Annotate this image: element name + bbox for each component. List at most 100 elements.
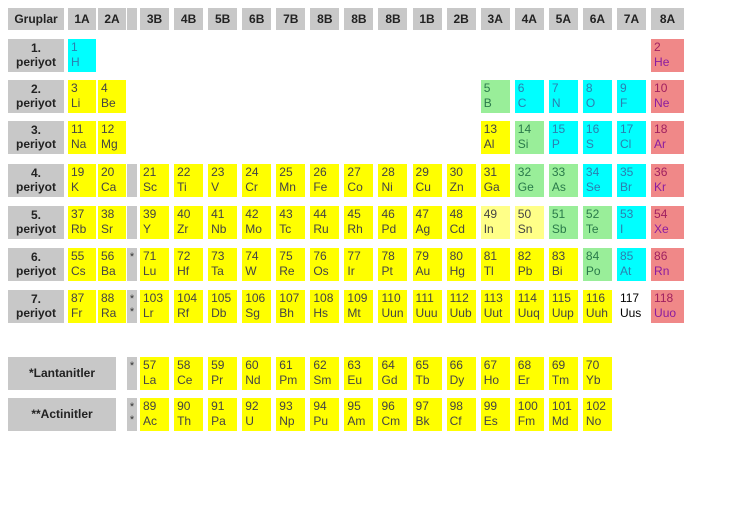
element-cell-At[interactable]: 85 At [616, 248, 646, 281]
element-cell-Te[interactable]: 52 Te [582, 206, 612, 239]
element-cell-Ar[interactable]: 18 Ar [651, 121, 685, 154]
element-cell-Pt[interactable]: 78 Pt [378, 248, 408, 281]
element-cell-Be[interactable]: 4 Be [98, 80, 126, 113]
element-cell-Uuh[interactable]: 116 Uuh [582, 290, 612, 323]
element-cell-Rh[interactable]: 45 Rh [344, 206, 374, 239]
element-cell-Ge[interactable]: 32 Ge [514, 164, 544, 197]
element-cell-Sc[interactable]: 21 Sc [140, 164, 169, 197]
element-cell-Er[interactable]: 68 Er [514, 357, 544, 390]
element-cell-Sg[interactable]: 106 Sg [242, 290, 272, 323]
element-cell-Ag[interactable]: 47 Ag [412, 206, 442, 239]
element-cell-Ce[interactable]: 58 Ce [174, 357, 204, 390]
element-cell-Si[interactable]: 14 Si [514, 121, 544, 154]
element-cell-Tl[interactable]: 81 Tl [480, 248, 510, 281]
element-cell-Br[interactable]: 35 Br [616, 164, 646, 197]
element-cell-Mo[interactable]: 42 Mo [242, 206, 272, 239]
element-cell-Pa[interactable]: 91 Pa [208, 398, 238, 431]
element-cell-P[interactable]: 15 P [548, 121, 578, 154]
element-cell-Mt[interactable]: 109 Mt [344, 290, 374, 323]
element-cell-Pu[interactable]: 94 Pu [310, 398, 340, 431]
element-cell-Uuu[interactable]: 111 Uuu [412, 290, 442, 323]
element-cell-W[interactable]: 74 W [242, 248, 272, 281]
element-cell-Sn[interactable]: 50 Sn [514, 206, 544, 239]
element-cell-Ga[interactable]: 31 Ga [480, 164, 510, 197]
element-cell-Au[interactable]: 79 Au [412, 248, 442, 281]
element-cell-Fr[interactable]: 87 Fr [68, 290, 96, 323]
element-cell-Ni[interactable]: 28 Ni [378, 164, 408, 197]
element-cell-Lr[interactable]: 103 Lr [140, 290, 169, 323]
element-cell-Po[interactable]: 84 Po [582, 248, 612, 281]
element-cell-Ti[interactable]: 22 Ti [174, 164, 204, 197]
element-cell-Ca[interactable]: 20 Ca [98, 164, 126, 197]
element-cell-Nb[interactable]: 41 Nb [208, 206, 238, 239]
element-cell-Xe[interactable]: 54 Xe [651, 206, 685, 239]
element-cell-Hf[interactable]: 72 Hf [174, 248, 204, 281]
element-cell-Md[interactable]: 101 Md [548, 398, 578, 431]
element-cell-Mg[interactable]: 12 Mg [98, 121, 126, 154]
element-cell-Lu[interactable]: 71 Lu [140, 248, 169, 281]
element-cell-Gd[interactable]: 64 Gd [378, 357, 408, 390]
element-cell-Cm[interactable]: 96 Cm [378, 398, 408, 431]
element-cell-Fe[interactable]: 26 Fe [310, 164, 340, 197]
element-cell-V[interactable]: 23 V [208, 164, 238, 197]
element-cell-Rf[interactable]: 104 Rf [174, 290, 204, 323]
element-cell-Ir[interactable]: 77 Ir [344, 248, 374, 281]
element-cell-Th[interactable]: 90 Th [174, 398, 204, 431]
element-cell-Kr[interactable]: 36 Kr [651, 164, 685, 197]
element-cell-Sm[interactable]: 62 Sm [310, 357, 340, 390]
element-cell-K[interactable]: 19 K [68, 164, 96, 197]
element-cell-Bh[interactable]: 107 Bh [276, 290, 306, 323]
element-cell-Sr[interactable]: 38 Sr [98, 206, 126, 239]
element-cell-Ru[interactable]: 44 Ru [310, 206, 340, 239]
element-cell-Uus[interactable]: 117 Uus [616, 290, 646, 323]
element-cell-Uuo[interactable]: 118 Uuo [651, 290, 685, 323]
element-cell-Uun[interactable]: 110 Uun [378, 290, 408, 323]
element-cell-Sb[interactable]: 51 Sb [548, 206, 578, 239]
element-cell-Ho[interactable]: 67 Ho [480, 357, 510, 390]
element-cell-Y[interactable]: 39 Y [140, 206, 169, 239]
element-cell-Cd[interactable]: 48 Cd [446, 206, 476, 239]
element-cell-Cl[interactable]: 17 Cl [616, 121, 646, 154]
element-cell-Nd[interactable]: 60 Nd [242, 357, 272, 390]
element-cell-Zr[interactable]: 40 Zr [174, 206, 204, 239]
element-cell-Cs[interactable]: 55 Cs [68, 248, 96, 281]
element-cell-Cf[interactable]: 98 Cf [446, 398, 476, 431]
element-cell-S[interactable]: 16 S [582, 121, 612, 154]
element-cell-In[interactable]: 49 In [480, 206, 510, 239]
element-cell-Cu[interactable]: 29 Cu [412, 164, 442, 197]
element-cell-Pr[interactable]: 59 Pr [208, 357, 238, 390]
element-cell-Ne[interactable]: 10 Ne [651, 80, 685, 113]
element-cell-Tb[interactable]: 65 Tb [412, 357, 442, 390]
element-cell-As[interactable]: 33 As [548, 164, 578, 197]
element-cell-Hg[interactable]: 80 Hg [446, 248, 476, 281]
element-cell-No[interactable]: 102 No [582, 398, 612, 431]
element-cell-Al[interactable]: 13 Al [480, 121, 510, 154]
element-cell-Pd[interactable]: 46 Pd [378, 206, 408, 239]
element-cell-Bi[interactable]: 83 Bi [548, 248, 578, 281]
element-cell-Re[interactable]: 75 Re [276, 248, 306, 281]
element-cell-Am[interactable]: 95 Am [344, 398, 374, 431]
element-cell-Ba[interactable]: 56 Ba [98, 248, 126, 281]
element-cell-Pb[interactable]: 82 Pb [514, 248, 544, 281]
element-cell-Fm[interactable]: 100 Fm [514, 398, 544, 431]
element-cell-Tc[interactable]: 43 Tc [276, 206, 306, 239]
element-cell-Na[interactable]: 11 Na [68, 121, 96, 154]
element-cell-Dy[interactable]: 66 Dy [446, 357, 476, 390]
element-cell-Hs[interactable]: 108 Hs [310, 290, 340, 323]
element-cell-Yb[interactable]: 70 Yb [582, 357, 612, 390]
element-cell-Tm[interactable]: 69 Tm [548, 357, 578, 390]
element-cell-Es[interactable]: 99 Es [480, 398, 510, 431]
element-cell-Ra[interactable]: 88 Ra [98, 290, 126, 323]
element-cell-U[interactable]: 92 U [242, 398, 272, 431]
element-cell-Se[interactable]: 34 Se [582, 164, 612, 197]
element-cell-Uub[interactable]: 112 Uub [446, 290, 476, 323]
element-cell-Pm[interactable]: 61 Pm [276, 357, 306, 390]
element-cell-Cr[interactable]: 24 Cr [242, 164, 272, 197]
element-cell-Bk[interactable]: 97 Bk [412, 398, 442, 431]
element-cell-Li[interactable]: 3 Li [68, 80, 96, 113]
